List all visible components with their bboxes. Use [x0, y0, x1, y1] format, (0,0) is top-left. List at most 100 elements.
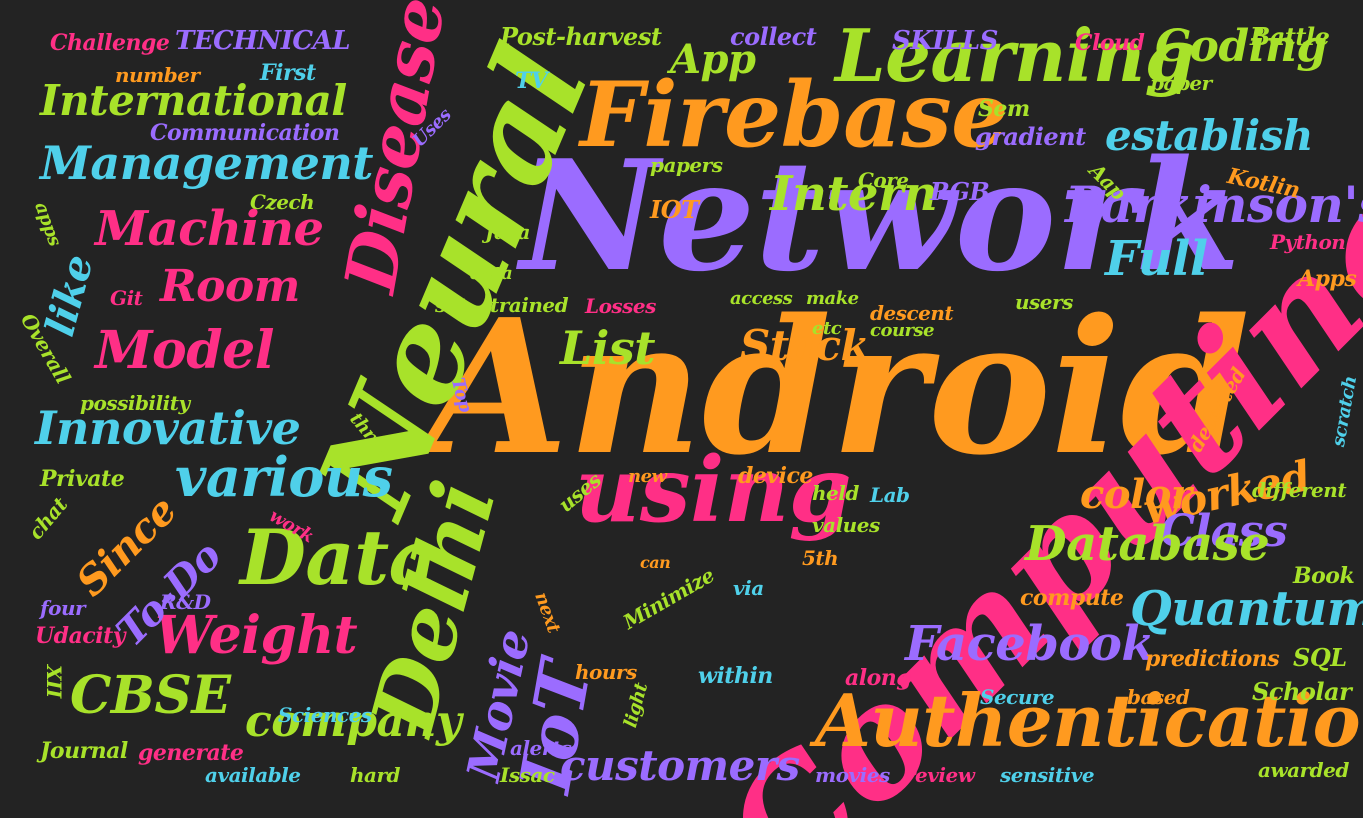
- word-awarded: awarded: [1258, 758, 1349, 782]
- word-can: can: [640, 553, 671, 572]
- word-battle: Battle: [1250, 22, 1330, 51]
- word-course: course: [870, 320, 935, 341]
- word-like: like: [36, 250, 103, 342]
- word-journal: Journal: [40, 738, 128, 764]
- word-tv: TV: [515, 68, 548, 94]
- word-users: users: [1015, 290, 1073, 314]
- word-set: set: [435, 293, 467, 317]
- word-cloud: Cloud: [1075, 30, 1145, 56]
- word-database: Database: [1025, 516, 1270, 572]
- word-sql: SQL: [1293, 643, 1347, 672]
- word-paper: paper: [1150, 71, 1212, 95]
- word-based: based: [1127, 685, 1190, 709]
- word-available: available: [205, 763, 301, 787]
- word-apps-lower: apps: [30, 199, 66, 249]
- word-rd: R&D: [160, 590, 211, 614]
- word-values: values: [812, 513, 880, 537]
- word-scholar: Scholar: [1252, 677, 1352, 706]
- word-different: different: [1252, 478, 1347, 502]
- word-gradient: gradient: [975, 122, 1086, 151]
- word-facebook: Facebook: [905, 616, 1155, 672]
- word-etc: etc: [812, 318, 842, 339]
- word-along: along: [845, 665, 912, 691]
- word-possibility: possibility: [80, 391, 190, 415]
- word-held: held: [812, 481, 859, 505]
- word-network: Network: [520, 126, 1240, 305]
- word-descent: descent: [870, 301, 954, 325]
- word-hours: hours: [575, 660, 637, 684]
- word-apps: Apps: [1298, 266, 1357, 292]
- word-four: four: [40, 596, 86, 620]
- word-android: Android: [425, 278, 1250, 496]
- word-sem: Sem: [978, 96, 1030, 122]
- word-trained: trained: [490, 293, 569, 317]
- word-udacity: Udacity: [35, 623, 126, 649]
- word-color: color: [1080, 471, 1192, 518]
- word-secure: Secure: [980, 685, 1055, 709]
- word-machine: Machine: [95, 201, 324, 257]
- word-rgb: RGB: [930, 177, 990, 206]
- word-cbse: CBSE: [70, 665, 231, 726]
- word-papers: papers: [650, 153, 723, 177]
- word-class: Class: [1160, 506, 1288, 557]
- word-movies: movies: [815, 763, 890, 787]
- word-losses: Losses: [585, 294, 656, 318]
- word-sensitive: sensitive: [1000, 763, 1095, 787]
- word-sciences: Sciences: [278, 703, 372, 727]
- word-python: Python: [1270, 230, 1346, 254]
- word-collect: collect: [730, 22, 817, 51]
- word-skills: SKILLS: [892, 26, 998, 56]
- word-via: via: [733, 576, 764, 600]
- word-data: Data: [240, 513, 438, 602]
- word-minimize: Minimize: [619, 562, 719, 635]
- word-5th: 5th: [802, 546, 839, 570]
- word-first: First: [260, 60, 316, 86]
- word-post-harvest: Post-harvest: [500, 22, 662, 51]
- word-room: Room: [160, 261, 300, 312]
- word-data-lower: data: [470, 263, 513, 284]
- word-coding: Coding: [1155, 21, 1327, 72]
- word-company: company: [245, 696, 462, 747]
- word-customers: customers: [560, 741, 800, 790]
- word-light: light: [620, 680, 653, 730]
- word-core: Core: [858, 168, 909, 192]
- word-full: Full: [1105, 231, 1208, 287]
- word-compute: compute: [1020, 585, 1124, 611]
- word-communication: Communication: [150, 120, 340, 146]
- word-private: Private: [40, 466, 125, 492]
- word-access: access: [730, 288, 793, 309]
- word-learning: Learning: [835, 13, 1195, 98]
- word-review: review: [905, 763, 975, 787]
- word-weight: Weight: [155, 605, 358, 666]
- word-app: App: [670, 36, 756, 83]
- word-alerts: alerts: [510, 736, 572, 760]
- word-next: next: [530, 589, 565, 636]
- word-predictions: predictions: [1145, 646, 1280, 672]
- word-various: various: [175, 445, 393, 509]
- word-czech: Czech: [250, 190, 315, 214]
- word-establish: establish: [1105, 111, 1313, 160]
- word-issac: Issac: [500, 763, 555, 787]
- word-intern: Intern: [770, 166, 938, 222]
- word-device: device: [738, 463, 813, 489]
- word-authentication: Authentication: [815, 678, 1363, 763]
- word-number: number: [115, 63, 200, 87]
- word-book: Book: [1293, 563, 1355, 589]
- word-technical: TECHNICAL: [175, 26, 351, 56]
- word-make: make: [806, 288, 859, 309]
- word-management: Management: [40, 136, 374, 190]
- word-hard: hard: [350, 763, 401, 787]
- word-stack: Stack: [740, 321, 870, 370]
- word-git: Git: [110, 286, 143, 310]
- word-international: International: [40, 76, 347, 125]
- word-within: within: [698, 663, 773, 689]
- word-chat: chat: [23, 492, 73, 545]
- word-quantum: Quantum: [1130, 581, 1363, 637]
- word-innovative: Innovative: [35, 401, 301, 455]
- word-list: List: [560, 321, 655, 375]
- word-java: Java: [485, 220, 531, 244]
- word-iot-upper: IOT: [650, 195, 699, 224]
- word-new: new: [628, 466, 667, 487]
- word-model: Model: [95, 320, 274, 381]
